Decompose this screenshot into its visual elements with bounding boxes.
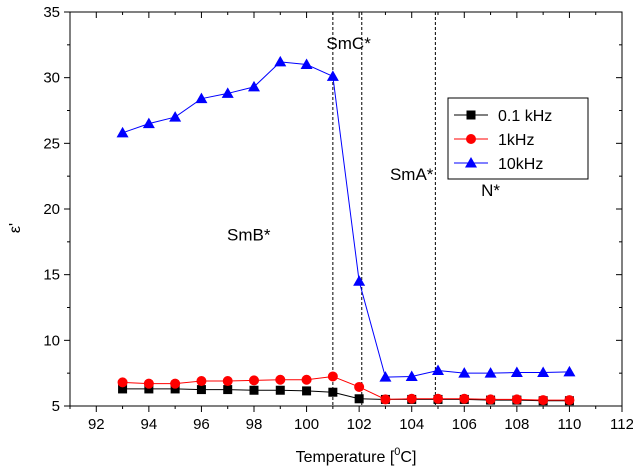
data-point (433, 393, 443, 404)
x-tick-label: 108 (504, 416, 529, 433)
x-axis-title-main: Temperature [ (296, 449, 395, 466)
data-point (353, 275, 366, 286)
x-axis-title: Temperature [0C] (296, 446, 417, 466)
data-point (380, 394, 391, 405)
data-point (196, 385, 206, 395)
phase-labels: SmB* SmC* SmA* N* (227, 34, 500, 245)
x-tick-label: 94 (141, 416, 158, 433)
data-point (196, 376, 207, 387)
series-line (122, 375, 570, 401)
y-tick-label: 25 (43, 135, 60, 152)
phase-label: SmB* (227, 226, 271, 245)
data-point (326, 70, 339, 81)
x-tick-label: 98 (246, 416, 263, 433)
legend-marker (466, 110, 476, 120)
x-tick-label: 96 (193, 416, 210, 433)
data-point (169, 111, 182, 122)
data-point (354, 394, 364, 404)
legend-label: 1kHz (498, 132, 534, 149)
data-point (354, 381, 365, 392)
y-tick-label: 30 (43, 70, 60, 87)
phase-boundaries (332, 12, 436, 406)
y-tick-label: 35 (43, 4, 60, 21)
x-tick-label: 102 (347, 416, 372, 433)
data-point (248, 80, 260, 92)
legend-label: 0.1 kHz (498, 108, 552, 125)
data-point (484, 367, 497, 378)
y-axis: 5 10 15 20 25 30 35 (43, 4, 622, 415)
data-point (116, 126, 129, 138)
data-point (564, 395, 575, 406)
data-point (249, 385, 259, 395)
data-point (459, 393, 470, 404)
data-point (432, 364, 444, 376)
phase-label: SmA* (390, 165, 434, 184)
data-point (221, 87, 234, 98)
x-tick-label: 112 (610, 416, 633, 433)
data-point (275, 374, 286, 385)
x-axis-title-sup: 0 (394, 446, 400, 458)
data-point (511, 394, 522, 405)
data-point (328, 387, 338, 397)
x-tick-label: 106 (452, 416, 477, 433)
y-tick-label: 15 (43, 267, 60, 284)
data-point (537, 366, 550, 378)
data-point (274, 55, 287, 67)
legend-label: 10kHz (498, 156, 543, 173)
series-1 (117, 371, 575, 406)
data-point (485, 394, 496, 405)
y-tick-label: 10 (43, 332, 60, 349)
data-point (538, 395, 549, 406)
legend: 0.1 kHz 1kHz 10kHz (447, 97, 589, 180)
x-tick-label: 92 (88, 416, 105, 433)
data-point (144, 384, 154, 394)
x-axis-title-end: C] (400, 449, 416, 466)
data-point (458, 367, 471, 378)
data-point (249, 375, 259, 386)
data-point (379, 371, 392, 382)
data-point (275, 385, 285, 395)
data-point (302, 386, 312, 396)
x-tick-label: 104 (399, 416, 424, 433)
data-point (300, 58, 313, 70)
data-point (223, 385, 233, 395)
phase-label: SmC* (326, 34, 371, 53)
data-point (406, 393, 417, 404)
data-point (405, 370, 418, 381)
data-point (170, 378, 181, 389)
legend-marker (465, 157, 477, 168)
y-tick-label: 5 (52, 398, 60, 415)
series-2 (116, 55, 576, 382)
data-point (222, 376, 233, 387)
plot-frame (69, 11, 623, 407)
y-axis-title: ε' (7, 223, 24, 233)
plot-area (69, 11, 623, 407)
legend-marker (466, 134, 476, 144)
data-point (301, 374, 312, 385)
data-point (143, 378, 154, 389)
x-axis: 92 94 96 98 100 102 104 106 108 110 112 (69, 12, 633, 433)
data-point (563, 365, 576, 377)
data-point (510, 366, 523, 378)
data-point (195, 92, 208, 104)
x-tick-label: 100 (294, 416, 319, 433)
x-tick-label: 110 (557, 416, 581, 433)
series-0 (118, 384, 574, 406)
data-point (118, 384, 128, 394)
data-point (142, 117, 155, 129)
data-point (327, 371, 338, 382)
series-layer (116, 55, 576, 406)
phase-label: N* (481, 181, 500, 200)
data-point (117, 377, 128, 388)
data-point (170, 384, 180, 394)
y-tick-label: 20 (43, 201, 60, 218)
